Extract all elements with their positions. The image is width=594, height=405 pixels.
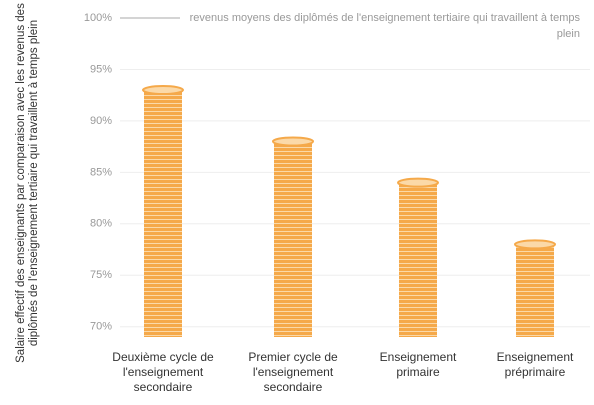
y-tick-label: 90% [90, 115, 112, 127]
x-tick-label: Premier cycle de l'enseignement secondai… [248, 350, 338, 394]
y-tick-label: 70% [90, 321, 112, 333]
bar [516, 244, 554, 337]
y-tick-label: 75% [90, 269, 112, 281]
coin-top [272, 136, 314, 147]
x-tick-label: Enseignement préprimaire [496, 350, 574, 379]
y-axis-label: Salaire effectif des enseignants par com… [15, 3, 40, 363]
y-tick-label: 100% [84, 12, 112, 24]
coin-top [142, 85, 184, 96]
coin-top [397, 177, 439, 188]
y-tick-label: 85% [90, 166, 112, 178]
x-tick-label: Enseignement primaire [379, 350, 457, 379]
y-tick-label: 95% [90, 63, 112, 75]
bar [144, 90, 182, 337]
x-tick-label: Deuxième cycle de l'enseignement seconda… [112, 350, 214, 394]
coin-top [514, 239, 556, 250]
annotation: revenus moyens des diplômés de l'enseign… [189, 12, 580, 40]
y-tick-label: 80% [90, 218, 112, 230]
bar [274, 141, 312, 337]
bar [399, 182, 437, 337]
